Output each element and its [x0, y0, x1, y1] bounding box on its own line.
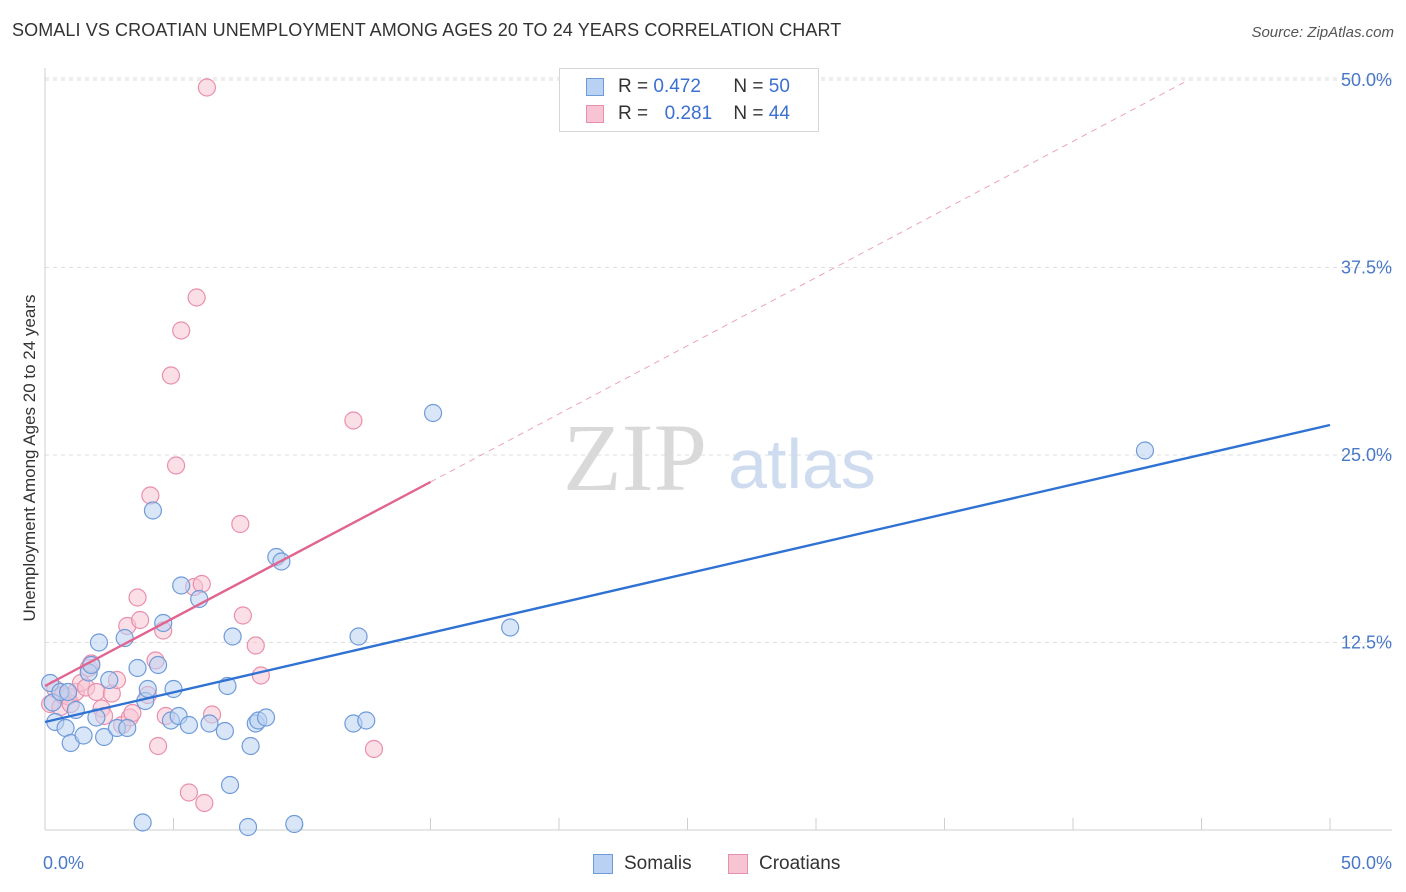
series-legend-croatians: Croatians [728, 852, 840, 876]
somalis-point [285, 814, 304, 834]
legend-n-value: 50 [768, 76, 790, 97]
series-label-croatians: Croatians [759, 853, 841, 874]
legend-swatch-pink [586, 105, 604, 123]
somalis-point [89, 633, 109, 652]
somalis-point [133, 813, 152, 832]
somalis-point [223, 627, 242, 646]
croatians-point [197, 78, 217, 97]
series-legend-somalis: Somalis [593, 852, 692, 876]
watermark: ZIP atlas [563, 404, 876, 511]
x-tick-label: 50.0% [1341, 853, 1392, 873]
legend-n-label: N = [733, 103, 764, 124]
somalis-point [215, 721, 234, 741]
somalis-point [357, 711, 376, 730]
correlation-legend: R = 0.472 N = 50 R = 0.281 N = 44 [559, 68, 819, 132]
somalis-point [241, 736, 260, 756]
somalis-point [423, 403, 443, 423]
legend-r-label: R = [618, 76, 649, 97]
croatians-point [364, 739, 384, 759]
croatians-point [246, 636, 265, 655]
series-swatch-blue [593, 854, 613, 874]
somalis-point [95, 727, 114, 747]
legend-n-value: 44 [768, 103, 790, 124]
somalis-point [172, 576, 191, 595]
somalis-point [128, 658, 147, 678]
trend-lines [44, 79, 1331, 724]
legend-row-somalis: R = 0.472 N = 50 [586, 75, 790, 99]
croatians-point [166, 456, 186, 475]
legend-r-value: 0.281 [664, 103, 713, 124]
somalis-point [59, 682, 78, 702]
tick-labels: 12.5% 25.0% 37.5% 50.0% 0.0% 50.0% [43, 70, 1392, 873]
somalis-point [100, 670, 119, 690]
somalis-point [501, 618, 520, 637]
legend-row-croatians: R = 0.281 N = 44 [586, 102, 790, 126]
grid-lines [45, 77, 1392, 643]
y-tick-label: 25.0% [1341, 445, 1392, 465]
legend-r-label: R = [618, 103, 649, 124]
watermark-zip: ZIP [563, 404, 707, 511]
croatians-point [231, 514, 250, 534]
somalis-point [256, 708, 276, 727]
series-label-somalis: Somalis [624, 853, 692, 874]
croatians-point [141, 486, 160, 505]
somalis-point [118, 718, 137, 738]
croatians-point [195, 793, 214, 813]
somalis-point [238, 817, 258, 837]
y-tick-label: 37.5% [1341, 258, 1392, 278]
chart-title: SOMALI VS CROATIAN UNEMPLOYMENT AMONG AG… [12, 20, 842, 40]
legend-swatch-blue [586, 78, 604, 96]
croatians-point [192, 574, 211, 594]
somalis-point [148, 655, 168, 675]
somalis-point [349, 627, 368, 646]
y-tick-label: 50.0% [1341, 70, 1392, 90]
legend-r-value: 0.472 [653, 76, 701, 97]
source-label: Source: ZipAtlas.com [1251, 24, 1394, 41]
x-tick-label: 0.0% [43, 853, 84, 873]
somalis-point [143, 501, 163, 520]
croatians-point [161, 366, 181, 385]
somalis-point [220, 775, 240, 795]
somalis-point [200, 714, 219, 733]
legend-n-label: N = [733, 76, 764, 97]
croatians-point [128, 588, 147, 607]
y-tick-label: 12.5% [1341, 633, 1392, 653]
series-swatch-pink [728, 854, 748, 874]
croatians-point [172, 321, 191, 340]
croatians-point [233, 606, 252, 625]
somalis-points [41, 403, 1155, 837]
croatians-point [179, 783, 199, 802]
croatians-point [148, 736, 168, 756]
axes [44, 68, 1392, 831]
croatians-points [41, 78, 384, 813]
croatians-point [130, 610, 150, 630]
somalis-point [138, 679, 157, 699]
somalis-point [179, 715, 199, 735]
watermark-atlas: atlas [728, 425, 876, 503]
somalis-point [74, 726, 93, 745]
somalis-point [1135, 441, 1155, 460]
croatians-point [344, 411, 363, 430]
croatians-trend-extension [430, 79, 1189, 483]
croatians-point [187, 288, 206, 307]
somalis-point [164, 679, 183, 699]
croatians-point [87, 682, 106, 702]
somalis-trend-line [44, 423, 1331, 724]
croatians-trend-line [44, 480, 432, 688]
